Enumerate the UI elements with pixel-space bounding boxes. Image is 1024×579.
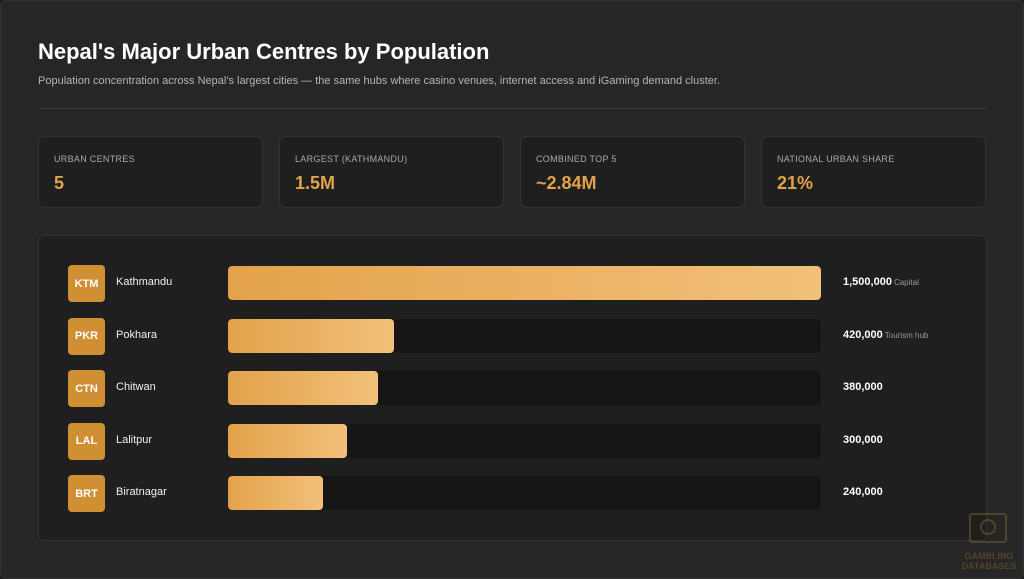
value-note: Capital [893,278,919,287]
header-divider [38,108,987,109]
watermark-frame-icon [969,513,1007,543]
city-code-badge: KTM [68,265,105,302]
city-code-badge: CTN [68,370,105,407]
stat-value: 21% [777,173,814,193]
stat-label: LARGEST (KATHMANDU) [295,154,408,164]
city-code-badge: PKR [68,317,105,355]
stat-card-combined-top5: COMBINED TOP 5 ~2.84M [520,136,745,208]
category-label: Chitwan [116,381,156,393]
category-label: Biratnagar [116,486,167,498]
value-note: Tourism hub [884,330,929,340]
value-label: 1,500,000 Capital [843,276,919,288]
stat-value: ~2.84M [536,173,597,193]
stat-card-urban-share: NATIONAL URBAN SHARE 21% [761,136,986,208]
bar-chart-panel: KTM Kathmandu 1,500,000 Capital PKR Pokhara 42… [38,235,987,541]
bar-track [228,266,821,300]
bar-track [228,423,821,458]
stat-value: 1.5M [295,173,336,193]
city-code-badge: BRT [68,475,105,512]
watermark-line2: DATABASES [961,561,1017,571]
bar [228,423,347,458]
category-label: Lalitpur [116,433,153,446]
city-code-badge: LAL [68,422,105,460]
bar [228,476,323,510]
value-label: 380,000 [843,381,883,393]
page-subtitle: Population concentration across Nepal's … [38,75,721,87]
bar-row: LAL Lalitpur 300,000 [39,422,988,460]
value-label: 300,000 [843,433,883,446]
watermark-text: GAMBLING DATABASES [956,551,1022,571]
value-label: 240,000 [843,486,883,498]
bar-row: CTN Chitwan 380,000 [39,370,988,407]
category-label: Pokhara [116,328,157,341]
bar [228,266,821,300]
stat-card-urban-centres: URBAN CENTRES 5 [38,136,263,208]
bar-track [228,371,821,405]
bar-track [228,318,821,353]
watermark-logo: GAMBLING DATABASES [956,511,1022,575]
bar-row: BRT Biratnagar 240,000 [39,475,988,512]
bar-row: KTM Kathmandu 1,500,000 Capital [39,265,988,302]
stat-label: COMBINED TOP 5 [536,154,617,164]
watermark-chip-icon [980,519,996,535]
bar [228,371,378,405]
page-title: Nepal's Major Urban Centres by Populatio… [38,39,490,64]
bar-track [228,476,821,510]
bar-row: PKR Pokhara 420,000 Tourism hub [39,317,988,355]
value-label: 420,000 Tourism hub [843,328,929,341]
category-label: Kathmandu [116,276,173,288]
stat-label: URBAN CENTRES [54,154,135,164]
stat-card-largest: LARGEST (KATHMANDU) 1.5M [279,136,504,208]
watermark-line1: GAMBLING [964,551,1014,561]
bar [228,318,394,353]
stat-label: NATIONAL URBAN SHARE [777,154,895,164]
stat-value: 5 [54,173,65,193]
